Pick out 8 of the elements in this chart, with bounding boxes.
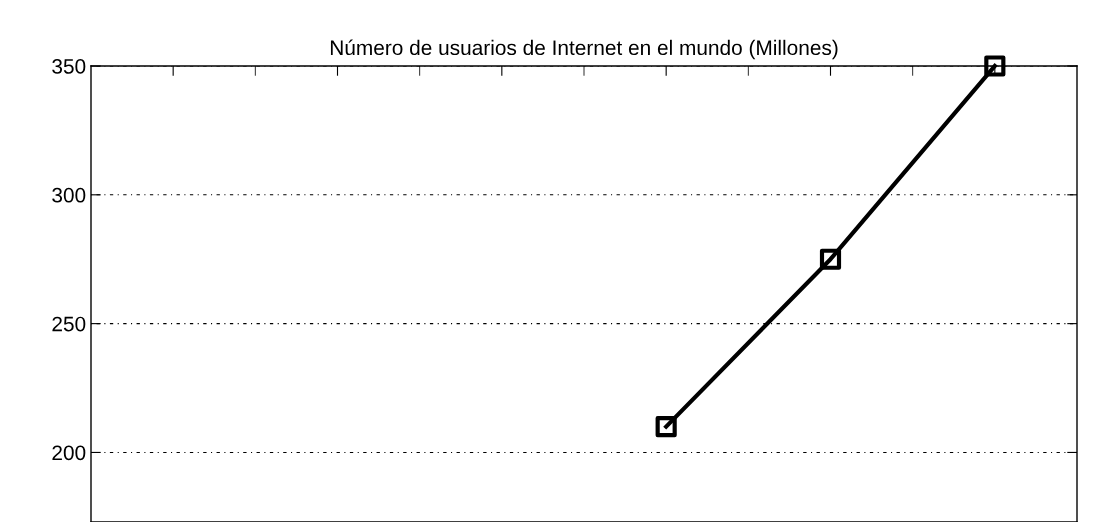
point — [984, 55, 1006, 77]
y-tick-label: 350 — [52, 59, 86, 74]
y-tick-label: 200 — [52, 445, 86, 461]
y-tick-label: 250 — [52, 316, 86, 332]
point — [655, 416, 677, 438]
chart-title: Número de usuarios de Internet en el mundo (Millones) — [330, 39, 838, 60]
y-tick-label: 300 — [52, 187, 86, 203]
point — [819, 248, 842, 270]
